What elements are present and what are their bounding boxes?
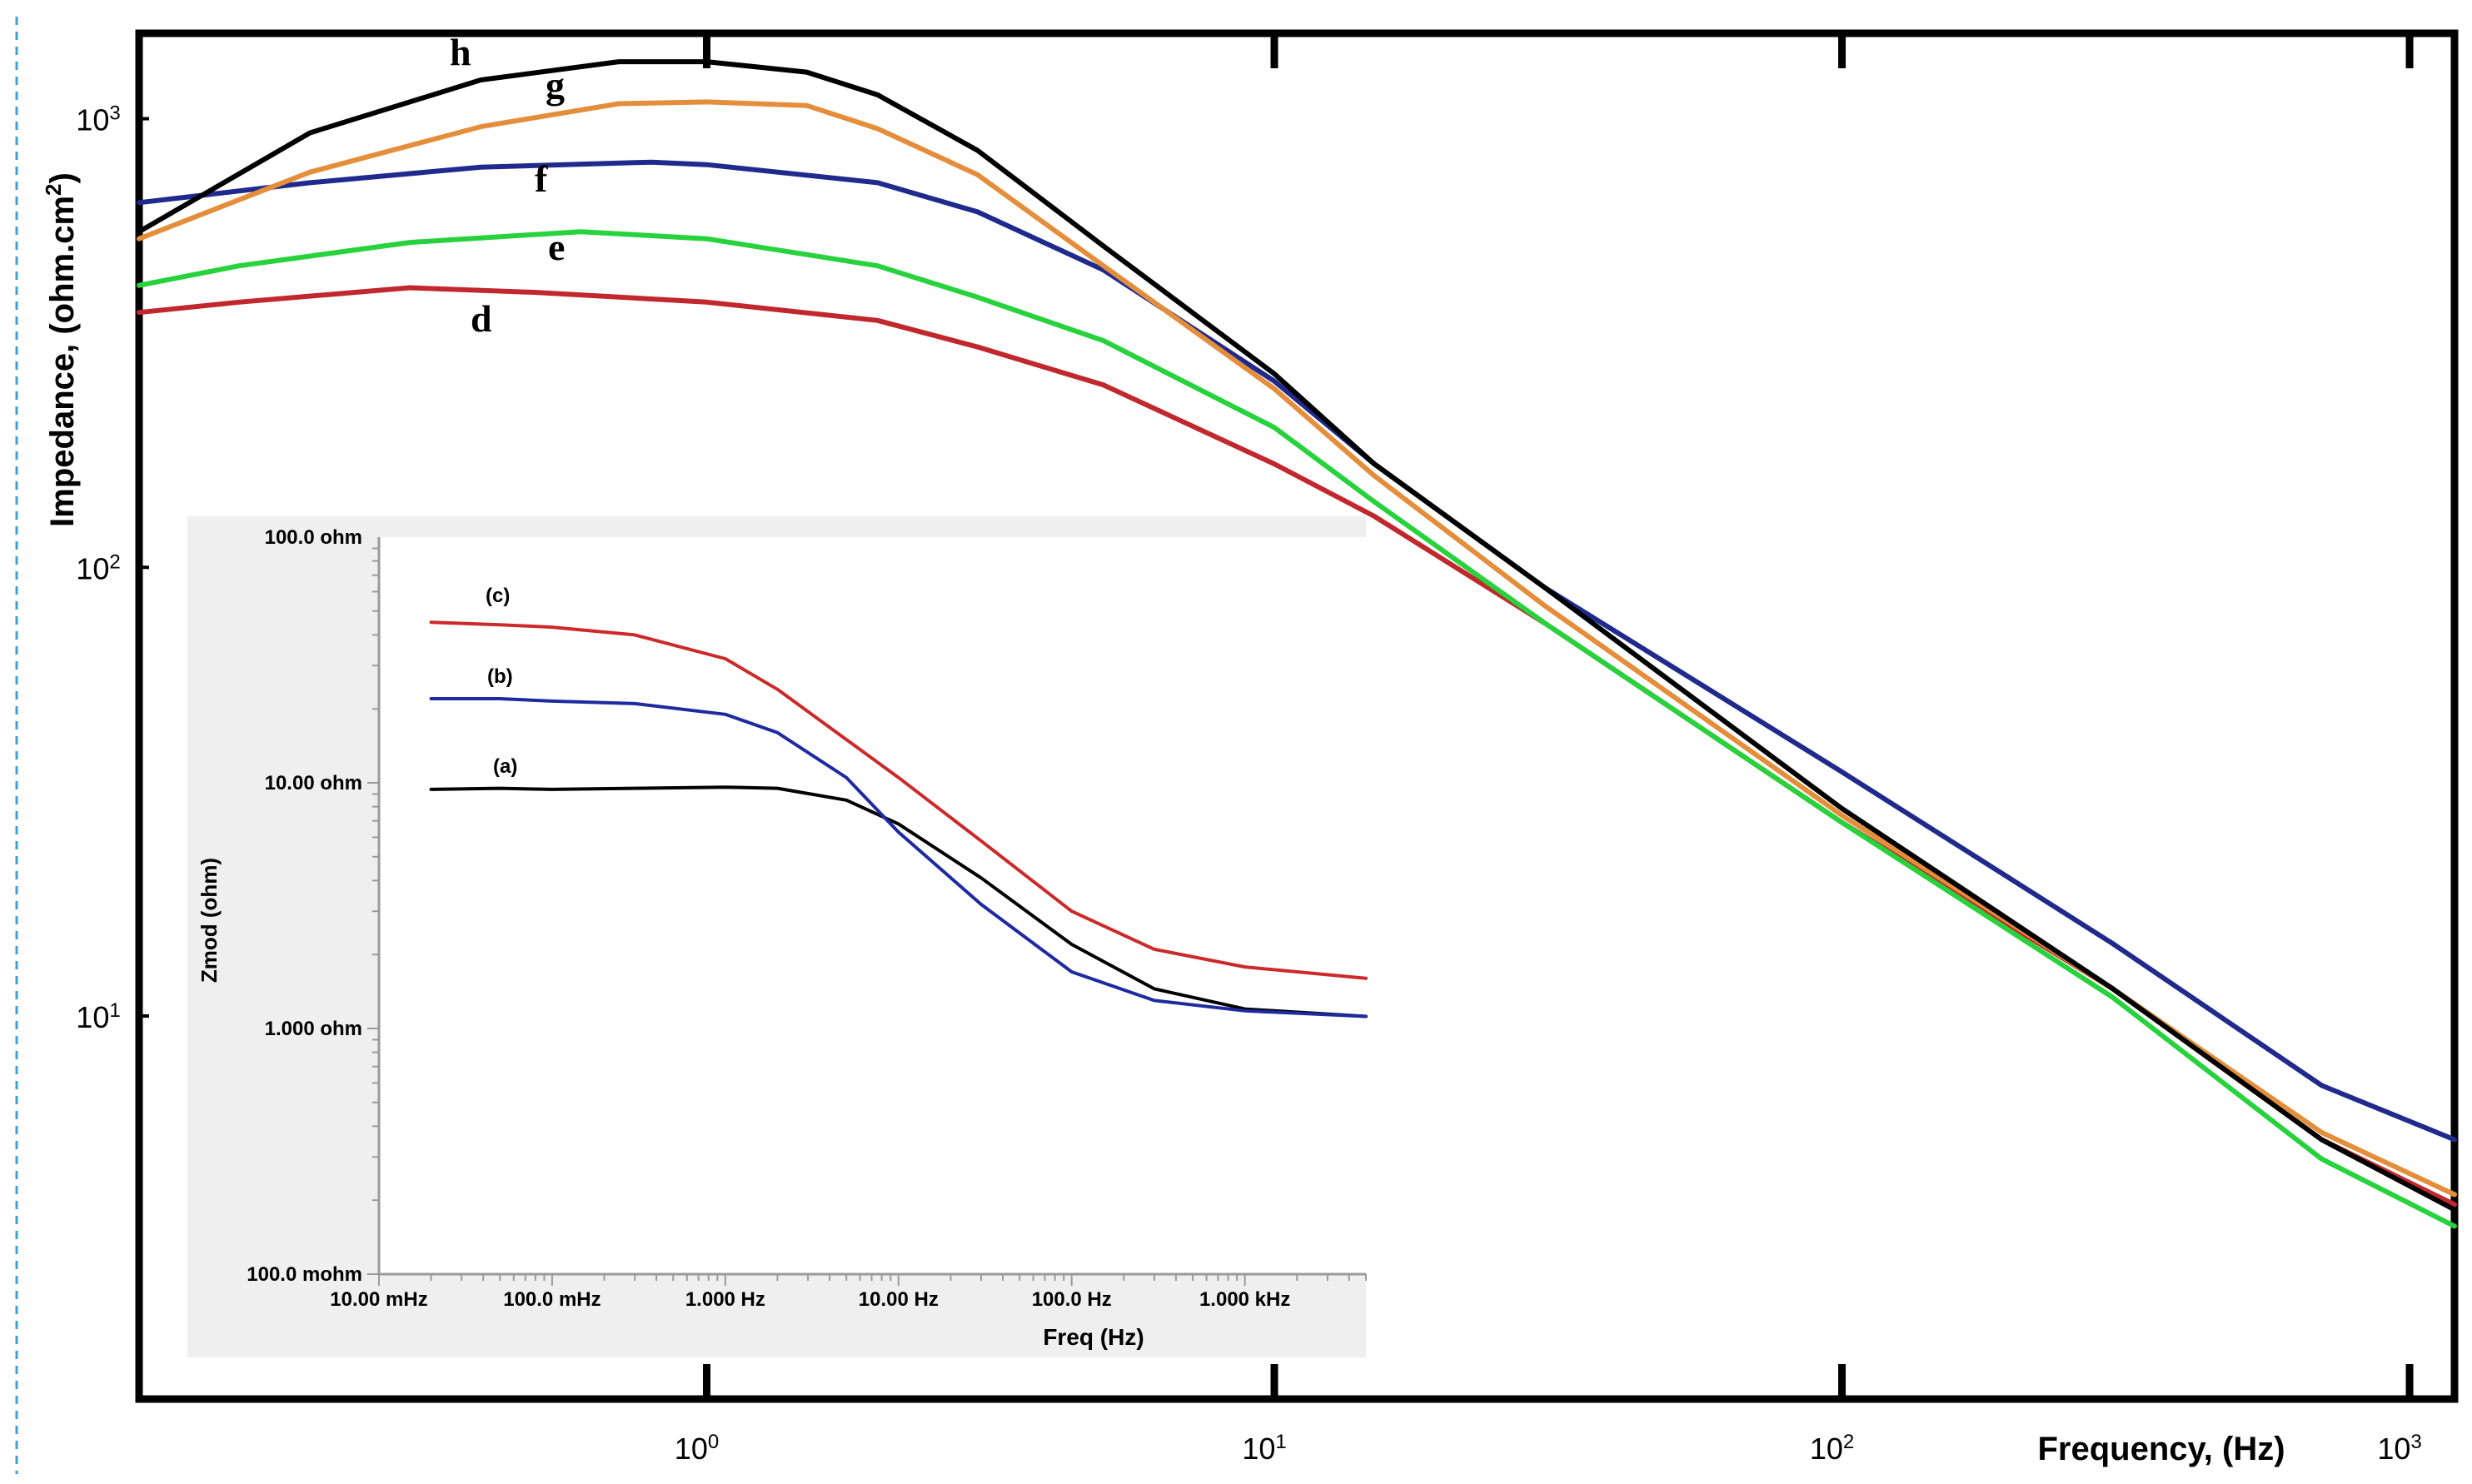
inset-y-tick-label-3: 100.0 mohm (247, 1263, 362, 1286)
inset-series-label-b: (b) (487, 665, 513, 688)
inset-x-tick-label-0: 10.00 mHz (330, 1288, 427, 1311)
inset-y-tick-label-1: 10.00 ohm (265, 772, 362, 794)
inset-y-axis-label: Zmod (ohm) (197, 858, 222, 983)
main-tick-labels: 100 101 102 103 101 102 103 (76, 102, 2421, 1466)
inset-x-tick-label-1: 100.0 mHz (503, 1288, 601, 1311)
main-series-lines (137, 59, 2457, 1229)
main-series-f (137, 159, 2457, 1143)
inset-series-lines (429, 620, 1368, 1018)
main-series-h (137, 59, 2457, 1213)
main-chart: h g f e d Impedance, (ohm.cm2) Frequency… (41, 29, 2459, 1467)
inset-x-tick-label-4: 100.0 Hz (1032, 1288, 1112, 1311)
main-y-tick-label-1: 102 (76, 550, 120, 586)
series-label-d: d (471, 297, 492, 340)
inset-x-axis-label: Freq (Hz) (1043, 1324, 1144, 1350)
main-y-tick-label-2: 103 (76, 102, 120, 137)
main-ticks (139, 33, 2414, 1399)
inset-series-a (429, 785, 1368, 1018)
inset-series-c (429, 620, 1368, 980)
main-x-axis-label: Frequency, (Hz) (2037, 1431, 2285, 1467)
main-series-g (137, 99, 2457, 1198)
main-series-labels: h g f e d (450, 31, 565, 340)
inset-y-tick-label-0: 100.0 ohm (265, 526, 362, 549)
main-x-tick-label-2: 102 (1810, 1431, 1854, 1467)
series-label-e: e (548, 226, 565, 268)
main-series-e (137, 229, 2457, 1229)
series-label-f: f (535, 157, 548, 200)
inset-x-tick-label-3: 10.00 Hz (859, 1288, 939, 1311)
inset-y-tick-label-2: 1.000 ohm (265, 1018, 362, 1040)
inset-series-b (429, 697, 1368, 1018)
main-x-tick-label-1: 101 (1242, 1431, 1286, 1467)
inset-series-label-c: (c) (486, 585, 510, 607)
series-label-h: h (450, 31, 471, 73)
inset-x-tick-label-2: 1.000 Hz (685, 1288, 765, 1311)
inset-series-labels: (c) (b) (a) (486, 585, 517, 778)
main-x-tick-label-0: 100 (675, 1431, 719, 1467)
series-label-g: g (546, 64, 565, 107)
main-x-tick-label-3: 103 (2377, 1431, 2421, 1467)
main-y-axis-label: Impedance, (ohm.cm2) (41, 172, 81, 527)
inset-plot-area (379, 537, 1366, 1274)
inset-series-label-a: (a) (493, 755, 517, 778)
main-y-tick-label-0: 101 (76, 998, 120, 1034)
inset-x-tick-label-5: 1.000 kHz (1199, 1288, 1290, 1311)
inset-ticks (367, 547, 1367, 1286)
